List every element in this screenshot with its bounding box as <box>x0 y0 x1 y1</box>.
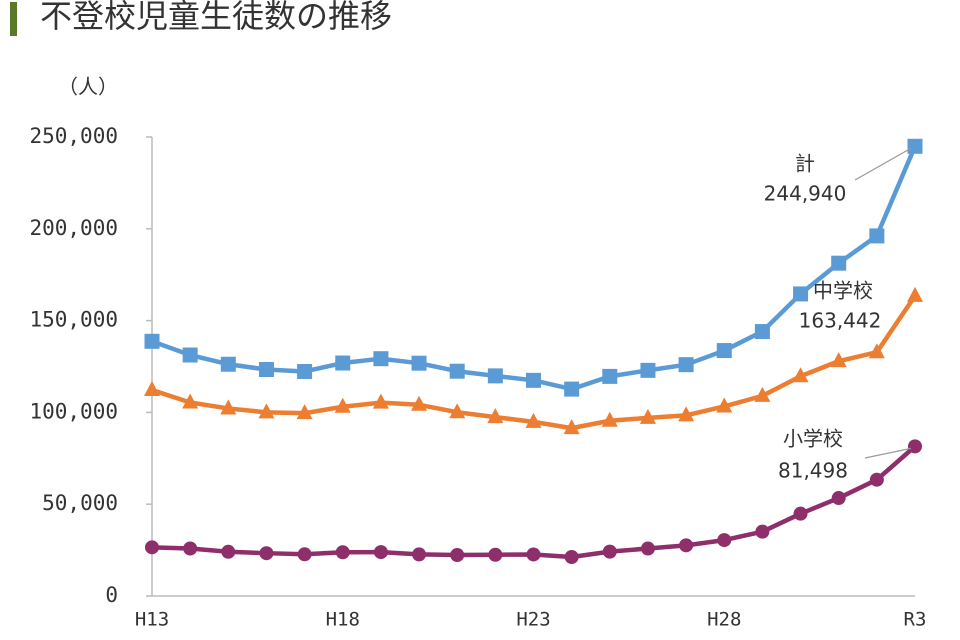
marker <box>563 419 580 435</box>
value-label: 244,940 <box>764 182 847 206</box>
marker <box>449 363 465 379</box>
marker <box>907 138 923 154</box>
marker <box>907 286 923 302</box>
series-name-label: 計 <box>795 152 815 176</box>
marker <box>335 545 350 560</box>
marker <box>908 439 922 454</box>
x-tick-label: H18 <box>326 609 360 631</box>
x-tick-label: R3 <box>904 609 927 631</box>
marker <box>831 491 846 506</box>
marker <box>411 395 428 411</box>
marker <box>679 538 694 553</box>
y-tick-label: 250,000 <box>29 124 118 148</box>
marker <box>678 406 695 422</box>
marker <box>411 355 427 371</box>
marker <box>144 380 160 396</box>
marker <box>373 545 388 560</box>
marker <box>258 403 275 419</box>
series-name-label: 中学校 <box>813 279 873 303</box>
chart-title: 不登校児童生徒数の推移 <box>40 0 392 35</box>
marker <box>220 399 237 415</box>
marker <box>868 343 885 359</box>
leader-line <box>864 447 912 459</box>
y-axis-unit: （人） <box>58 75 118 99</box>
marker <box>220 356 236 372</box>
marker <box>487 368 503 384</box>
marker <box>793 286 809 302</box>
marker <box>182 393 199 409</box>
marker <box>830 352 847 368</box>
marker <box>526 547 541 562</box>
marker <box>183 541 198 556</box>
marker <box>145 540 159 555</box>
marker <box>182 347 198 363</box>
marker <box>258 362 274 378</box>
y-tick-label: 150,000 <box>29 308 118 332</box>
series-name-label: 小学校 <box>783 427 843 451</box>
marker <box>564 549 579 564</box>
marker <box>717 533 732 548</box>
marker <box>831 255 847 271</box>
marker <box>525 412 542 428</box>
marker <box>639 408 656 424</box>
marker <box>488 547 503 562</box>
leader-line <box>854 147 912 181</box>
marker <box>640 362 656 378</box>
marker <box>602 544 617 559</box>
marker <box>602 368 618 384</box>
marker <box>372 393 389 409</box>
y-tick-label: 50,000 <box>42 491 118 515</box>
marker <box>678 357 694 373</box>
marker <box>297 363 313 379</box>
marker <box>334 397 351 413</box>
value-label: 163,442 <box>799 309 882 333</box>
y-tick-label: 100,000 <box>29 399 118 423</box>
marker <box>716 343 732 359</box>
marker <box>297 547 312 562</box>
marker <box>526 372 541 388</box>
marker <box>259 546 274 561</box>
marker <box>449 403 466 419</box>
marker <box>487 408 504 424</box>
value-label: 81,498 <box>778 459 848 483</box>
y-tick-label: 0 <box>105 583 118 607</box>
x-tick-label: H13 <box>135 609 169 631</box>
marker <box>869 472 884 487</box>
marker <box>335 355 351 371</box>
marker <box>640 541 655 556</box>
x-tick-label: H28 <box>707 609 741 631</box>
marker <box>564 381 580 397</box>
marker <box>716 397 733 413</box>
marker <box>412 547 427 562</box>
marker <box>793 506 808 521</box>
marker <box>601 411 618 427</box>
marker <box>792 367 809 383</box>
marker <box>221 544 236 559</box>
title-bar <box>10 2 17 36</box>
marker <box>144 333 160 349</box>
marker <box>373 351 389 367</box>
marker <box>754 324 770 340</box>
marker <box>296 404 313 420</box>
marker <box>450 548 465 563</box>
marker <box>754 386 771 402</box>
marker <box>869 228 885 244</box>
marker <box>755 524 770 539</box>
x-tick-label: H23 <box>516 609 550 631</box>
y-tick-label: 200,000 <box>29 216 118 240</box>
